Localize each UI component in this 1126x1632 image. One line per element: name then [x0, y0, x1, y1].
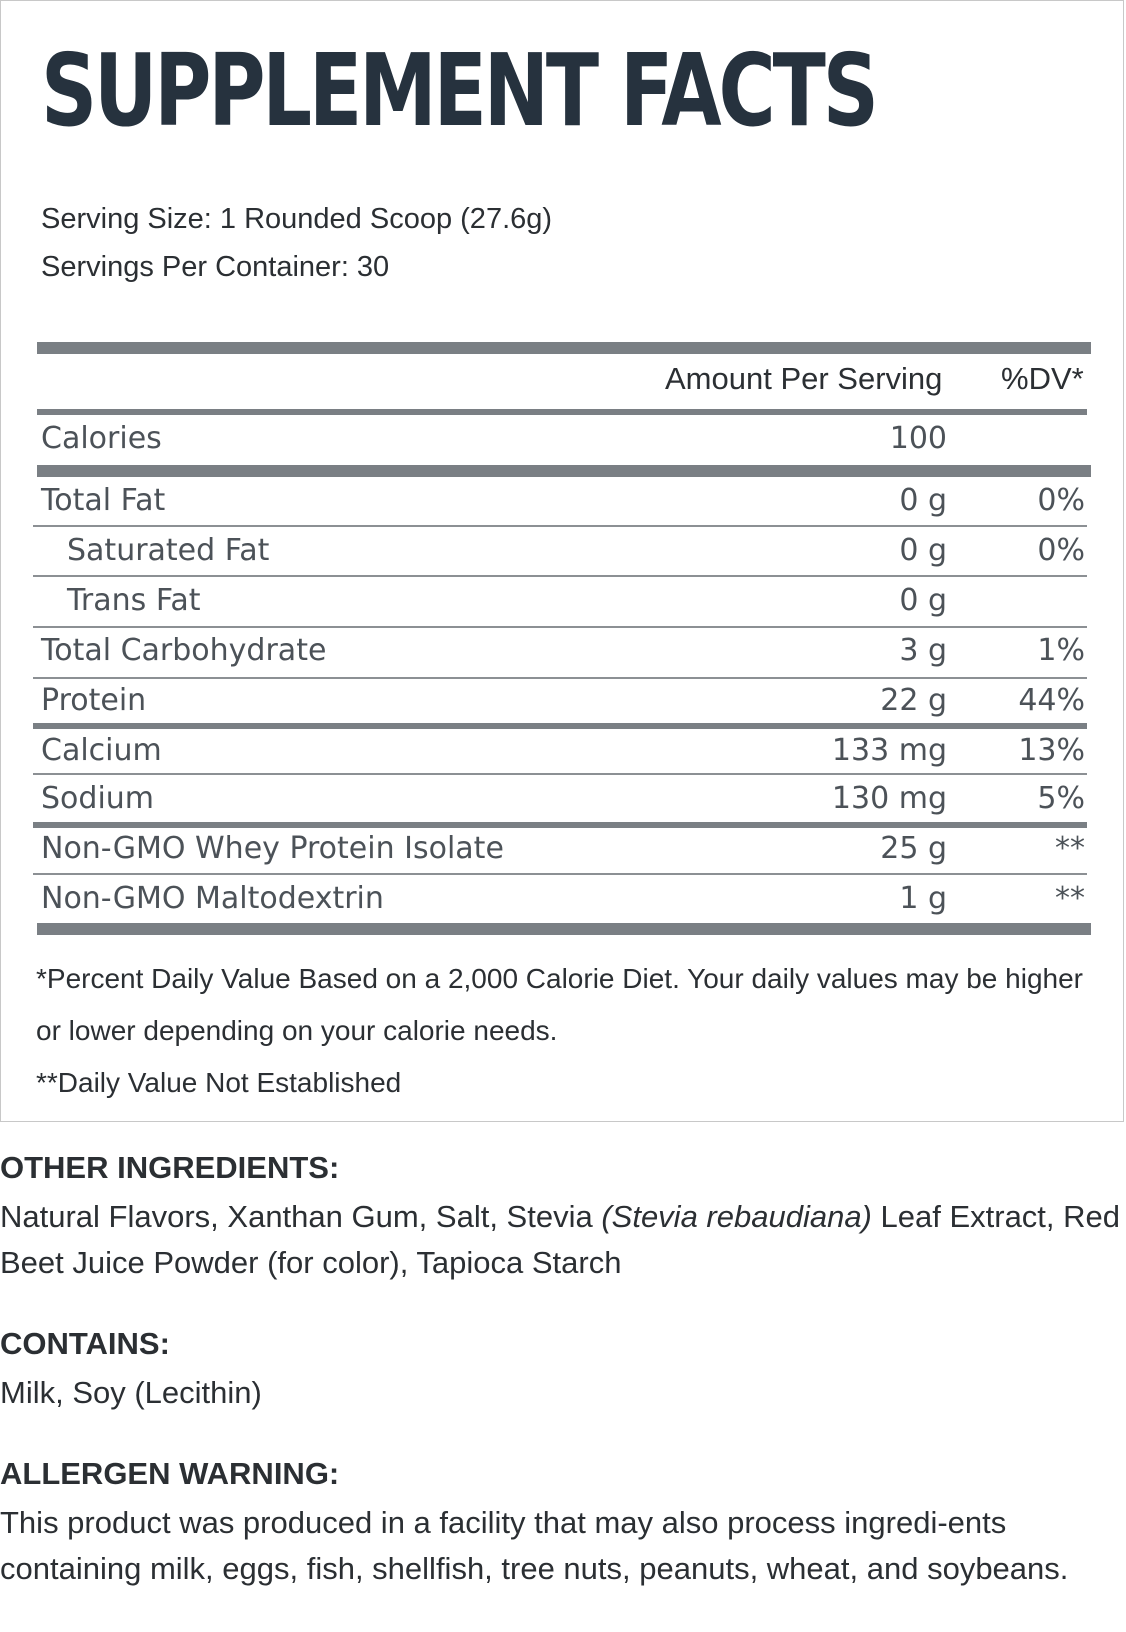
calories-label: Calories	[41, 421, 162, 456]
nutrient-name: Protein	[41, 683, 147, 718]
other-ingredients-heading: OTHER INGREDIENTS:	[0, 1150, 340, 1185]
header-divider	[37, 409, 1087, 415]
nutrient-row: Saturated Fat 0 g 0%	[33, 529, 1087, 577]
nutrient-row: Calcium 133 mg 13%	[33, 729, 1087, 777]
servings-per-container: Servings Per Container: 30	[41, 251, 390, 283]
nutrient-name: Total Carbohydrate	[41, 633, 327, 668]
calories-divider	[37, 465, 1091, 477]
nutrient-name: Saturated Fat	[67, 533, 270, 568]
percent-dv-footnote: *Percent Daily Value Based on a 2,000 Ca…	[36, 963, 1083, 1046]
nutrient-dv: 0%	[1037, 483, 1085, 518]
row-divider	[33, 773, 1087, 775]
row-divider	[33, 575, 1087, 577]
nutrient-row: Non-GMO Maltodextrin 1 g **	[33, 877, 1087, 925]
serving-size: Serving Size: 1 Rounded Scoop (27.6g)	[41, 203, 553, 235]
nutrient-row: Total Fat 0 g 0%	[33, 479, 1087, 527]
nutrient-amount: 3 g	[899, 633, 947, 668]
nutrient-row: Trans Fat 0 g	[33, 579, 1087, 627]
nutrient-name: Total Fat	[41, 483, 166, 518]
nutrient-dv: **	[1055, 881, 1085, 916]
contains-heading: CONTAINS:	[0, 1326, 170, 1361]
nutrient-name: Calcium	[41, 733, 162, 768]
nutrient-name: Non-GMO Maltodextrin	[41, 881, 384, 916]
calories-row: Calories 100	[33, 417, 1087, 465]
section-divider	[33, 822, 1087, 828]
nutrient-name: Trans Fat	[67, 583, 201, 618]
nutrient-dv: 44%	[1018, 683, 1085, 718]
nutrient-name: Non-GMO Whey Protein Isolate	[41, 831, 504, 866]
nutrient-row: Non-GMO Whey Protein Isolate 25 g **	[33, 827, 1087, 875]
nutrient-amount: 130 mg	[831, 781, 947, 816]
nutrient-amount: 0 g	[899, 583, 947, 618]
panel-title: SUPPLEMENT FACTS	[41, 32, 879, 149]
nutrient-amount: 0 g	[899, 483, 947, 518]
nutrient-amount: 1 g	[899, 881, 947, 916]
stevia-latin-name: (Stevia rebaudiana)	[601, 1199, 872, 1234]
dv-header: %DV*	[1001, 361, 1084, 396]
nutrient-name: Sodium	[41, 781, 155, 816]
nutrient-amount: 0 g	[899, 533, 947, 568]
row-divider	[33, 525, 1087, 527]
nutrient-dv: 1%	[1037, 633, 1085, 668]
other-ingredients-part: Natural Flavors, Xanthan Gum, Salt, Stev…	[0, 1199, 602, 1234]
bottom-divider	[37, 923, 1091, 935]
nutrient-dv: 13%	[1018, 733, 1085, 768]
row-divider	[33, 626, 1087, 628]
calories-amount: 100	[889, 421, 947, 456]
allergen-warning-text: This product was produced in a facility …	[0, 1505, 1069, 1586]
supplement-facts-panel: SUPPLEMENT FACTS Serving Size: 1 Rounded…	[0, 0, 1124, 1122]
nutrient-row: Protein 22 g 44%	[33, 679, 1087, 727]
nutrient-row: Sodium 130 mg 5%	[33, 777, 1087, 825]
amount-per-serving-header: Amount Per Serving	[665, 361, 943, 396]
nutrient-amount: 25 g	[880, 831, 947, 866]
contains-text: Milk, Soy (Lecithin)	[0, 1375, 262, 1410]
nutrient-dv: 0%	[1037, 533, 1085, 568]
nutrient-row: Total Carbohydrate 3 g 1%	[33, 629, 1087, 677]
other-ingredients-text: Natural Flavors, Xanthan Gum, Salt, Stev…	[0, 1194, 1124, 1286]
row-divider	[33, 677, 1087, 679]
section-divider	[33, 723, 1087, 729]
footnotes: *Percent Daily Value Based on a 2,000 Ca…	[36, 953, 1086, 1109]
other-ingredients-part: Leaf Extract, Red Beet Juice Powder (for…	[0, 1199, 1121, 1280]
nutrient-dv: **	[1055, 831, 1085, 866]
not-established-footnote: **Daily Value Not Established	[36, 1067, 402, 1098]
allergen-warning-heading: ALLERGEN WARNING:	[0, 1456, 340, 1491]
row-divider	[33, 873, 1087, 875]
top-divider	[37, 342, 1091, 354]
nutrient-amount: 133 mg	[831, 733, 947, 768]
nutrient-amount: 22 g	[880, 683, 947, 718]
nutrient-dv: 5%	[1037, 781, 1085, 816]
